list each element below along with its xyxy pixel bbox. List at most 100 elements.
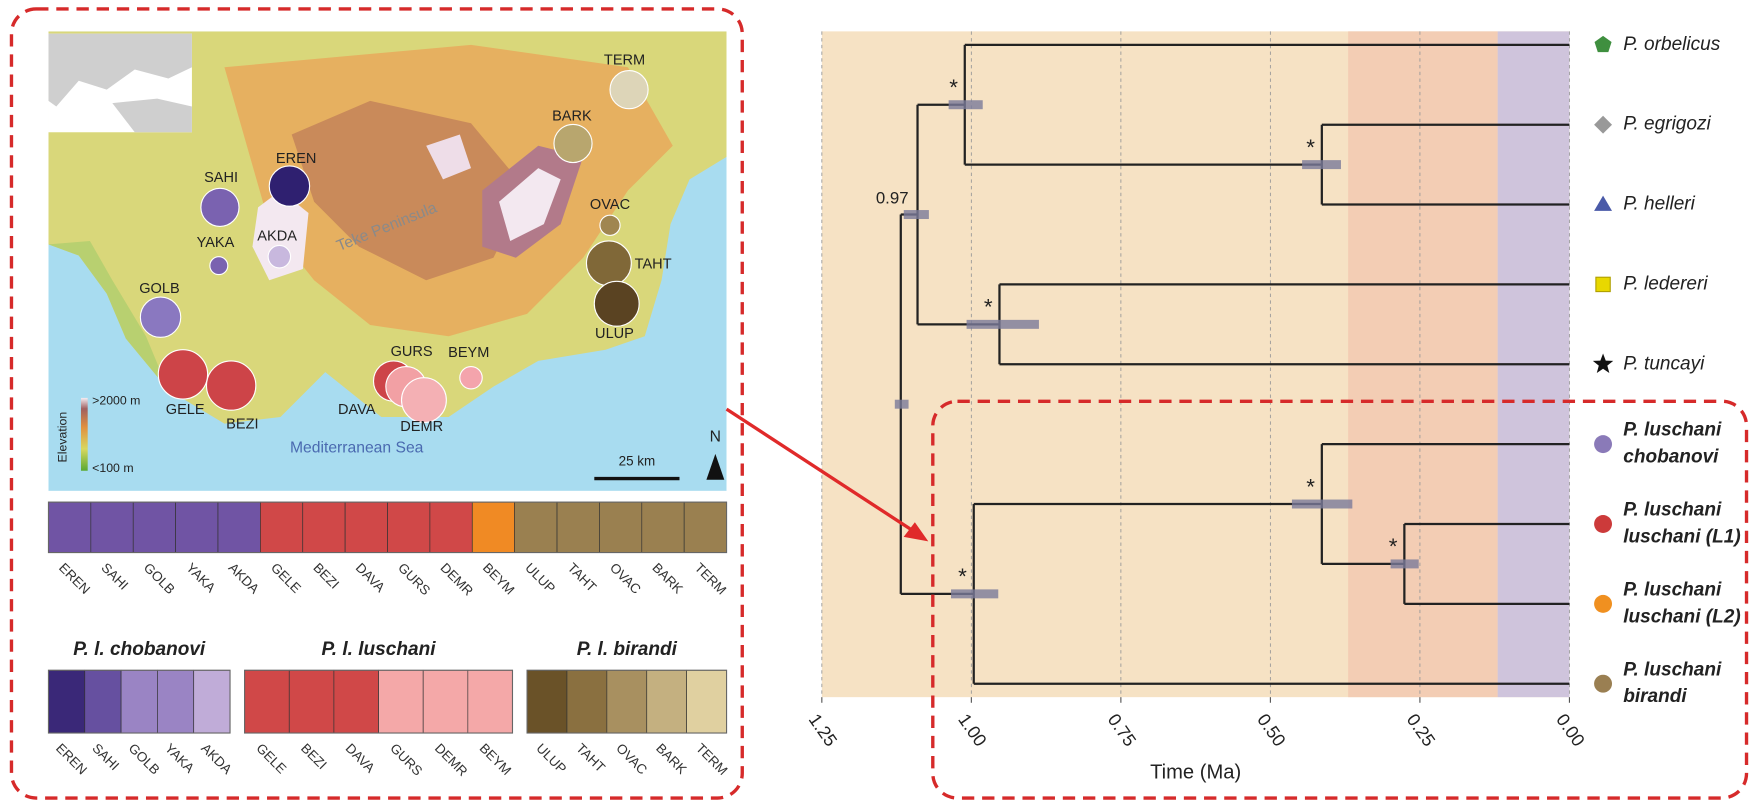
admixture-bar xyxy=(687,670,727,733)
tip-label: P. tuncayi xyxy=(1623,353,1705,374)
population-label: BEYM xyxy=(477,740,515,778)
population-label: EREN xyxy=(56,560,93,597)
admixture-bar xyxy=(468,670,513,733)
population-label: BARK xyxy=(649,560,686,597)
site-marker xyxy=(210,257,228,275)
admixture-bar xyxy=(515,502,557,552)
admixture-bar xyxy=(345,502,387,552)
site-marker xyxy=(586,241,631,286)
site-label: BEYM xyxy=(448,345,489,361)
tip-label: chobanovi xyxy=(1623,447,1719,468)
population-label: TERM xyxy=(693,740,731,778)
tip-marker xyxy=(1594,435,1612,453)
population-label: BEZI xyxy=(310,560,342,592)
admixture-bar xyxy=(557,502,599,552)
population-label: ULUP xyxy=(522,560,558,596)
tip-label: P. egrigozi xyxy=(1623,114,1711,135)
admixture-bar xyxy=(121,670,157,733)
population-label: ULUP xyxy=(533,740,569,776)
admixture-bar xyxy=(303,502,345,552)
admixture-bar xyxy=(48,502,90,552)
support-label: * xyxy=(958,564,967,589)
legend-low: <100 m xyxy=(92,461,133,475)
tip-label: luschani (L1) xyxy=(1623,526,1740,547)
population-label: GURS xyxy=(387,740,425,778)
hpd-bar xyxy=(895,400,909,409)
tip-label: P. luschani xyxy=(1623,420,1722,441)
admixture-bar xyxy=(642,502,684,552)
admixture-bar xyxy=(218,502,260,552)
site-marker xyxy=(268,245,290,267)
hpd-bar xyxy=(951,589,998,598)
hpd-bar xyxy=(1292,500,1352,509)
site-label: TAHT xyxy=(635,256,672,272)
site-label: DAVA xyxy=(338,402,376,418)
tip-marker xyxy=(1594,196,1612,211)
group-title: P. l. chobanovi xyxy=(73,639,206,660)
x-tick-label: 0.00 xyxy=(1552,710,1588,750)
admixture-bar xyxy=(607,670,647,733)
population-label: OVAC xyxy=(613,740,650,777)
admixture-bar xyxy=(423,670,468,733)
population-label: GELE xyxy=(268,560,304,596)
admixture-bar xyxy=(260,502,302,552)
tip-label: P. helleri xyxy=(1623,194,1695,215)
site-marker xyxy=(207,361,256,410)
site-label: GOLB xyxy=(139,281,179,297)
elevation-scale xyxy=(81,398,88,471)
north-label: N xyxy=(710,428,721,445)
admixture-bar xyxy=(289,670,334,733)
hpd-bar xyxy=(1391,559,1419,568)
population-label: TAHT xyxy=(565,560,600,595)
admixture-bar xyxy=(194,670,230,733)
admixture-bar xyxy=(567,670,607,733)
scale-label: 25 km xyxy=(619,453,656,468)
x-tick-label: 1.25 xyxy=(805,710,841,750)
phylogeny: 1.251.000.750.500.250.00Time (Ma)0.97***… xyxy=(805,31,1741,783)
population-label: BARK xyxy=(653,740,690,777)
tip-marker xyxy=(1593,354,1613,374)
admixture-bar xyxy=(472,502,514,552)
tip-marker xyxy=(1596,277,1610,291)
population-label: DAVA xyxy=(343,740,378,775)
admixture-bar xyxy=(157,670,193,733)
site-label: AKDA xyxy=(257,228,297,244)
population-label: AKDA xyxy=(226,560,263,597)
group-title: P. l. birandi xyxy=(577,639,678,660)
site-marker xyxy=(201,188,239,226)
population-label: TAHT xyxy=(573,740,608,775)
population-label: AKDA xyxy=(198,740,235,777)
x-axis-title: Time (Ma) xyxy=(1150,762,1241,784)
admixture-bar xyxy=(133,502,175,552)
population-label: SAHI xyxy=(98,560,131,593)
site-label: YAKA xyxy=(197,235,235,251)
hpd-bar xyxy=(1302,160,1341,169)
tip-label: P. ledereri xyxy=(1623,273,1708,294)
population-label: DEMR xyxy=(432,740,471,779)
population-label: EREN xyxy=(53,740,90,777)
site-label: GURS xyxy=(391,344,433,360)
support-label: * xyxy=(1306,135,1315,160)
site-marker xyxy=(140,297,180,337)
site-marker xyxy=(460,367,482,389)
admixture-bar xyxy=(334,670,379,733)
x-tick-label: 0.50 xyxy=(1253,710,1289,750)
site-marker xyxy=(158,350,207,399)
support-label: 0.97 xyxy=(876,188,909,207)
support-label: * xyxy=(984,295,993,320)
admixture-bar xyxy=(48,670,84,733)
site-label: GELE xyxy=(166,402,205,418)
population-label: GOLB xyxy=(126,740,163,777)
population-label: BEZI xyxy=(298,740,330,772)
site-label: BEZI xyxy=(226,417,258,433)
tip-marker xyxy=(1594,675,1612,693)
population-label: GELE xyxy=(253,740,289,776)
x-tick-label: 0.25 xyxy=(1403,710,1439,750)
population-label: YAKA xyxy=(183,560,218,595)
figure: Elevation >2000 m <100 m Teke Peninsula … xyxy=(0,0,1758,807)
admixture-bar xyxy=(91,502,133,552)
tip-label: P. luschani xyxy=(1623,659,1722,680)
tip-label: luschani (L2) xyxy=(1623,606,1740,627)
tip-label: P. orbelicus xyxy=(1623,34,1721,55)
population-label: SAHI xyxy=(89,740,122,773)
